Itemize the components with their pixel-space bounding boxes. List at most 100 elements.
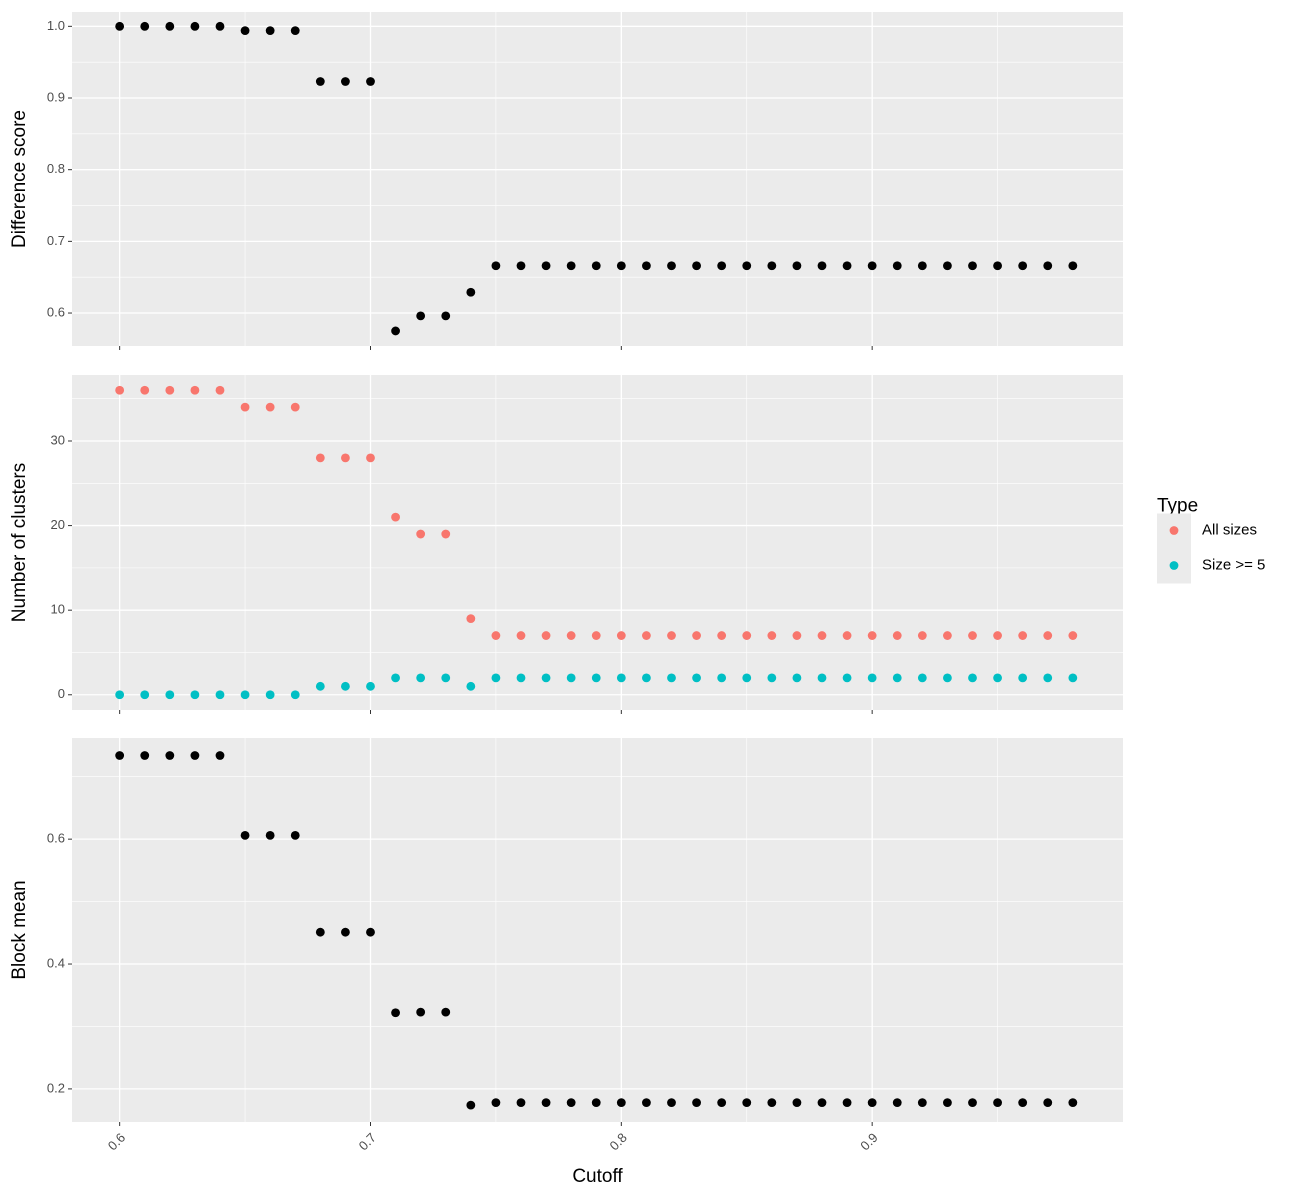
point [115, 751, 125, 760]
y-tick-label: 10 [51, 602, 65, 617]
point [265, 690, 275, 700]
point [290, 402, 300, 412]
point [566, 673, 576, 683]
point [742, 261, 752, 271]
y-tick-label: 0.9 [47, 89, 65, 104]
point [466, 1100, 476, 1110]
y-tick-label: 0.4 [47, 955, 65, 970]
point [140, 751, 150, 760]
point [792, 1098, 802, 1108]
point [315, 453, 325, 463]
point [215, 751, 225, 760]
point [516, 631, 526, 640]
point [441, 311, 451, 321]
point [541, 631, 551, 640]
point [140, 21, 150, 31]
point [692, 261, 701, 271]
point [892, 631, 902, 640]
point [190, 21, 200, 31]
point [491, 673, 501, 683]
point [692, 673, 701, 683]
x-axis-title: Cutoff [572, 1166, 623, 1187]
point [290, 26, 300, 36]
legend-key [1169, 526, 1179, 535]
point [466, 287, 476, 297]
point [416, 311, 426, 321]
legend-key [1169, 561, 1179, 570]
point [165, 385, 175, 395]
point [566, 631, 576, 640]
point [667, 631, 676, 640]
y-tick-label: 0.6 [47, 304, 65, 319]
point [591, 673, 601, 683]
point [591, 1098, 601, 1108]
point [616, 1098, 626, 1108]
point [441, 529, 451, 539]
panel-background [72, 375, 1123, 710]
point [591, 631, 601, 640]
x-tick-label: 0.8 [606, 1130, 629, 1153]
point [215, 690, 225, 700]
legend-title: Type [1157, 496, 1198, 517]
point [516, 673, 526, 683]
point [667, 673, 676, 683]
point [717, 673, 727, 683]
point [1068, 631, 1078, 640]
point [265, 26, 275, 36]
x-tick-label: 0.9 [857, 1130, 880, 1153]
point [391, 1008, 400, 1018]
point [1068, 261, 1078, 271]
point [943, 1098, 952, 1108]
point [742, 1098, 752, 1108]
point [642, 631, 651, 640]
point [416, 1007, 426, 1017]
point [165, 751, 175, 760]
point [867, 673, 877, 683]
point [842, 673, 852, 683]
point [240, 831, 250, 840]
x-tick-label: 0.6 [105, 1130, 128, 1153]
point [215, 21, 225, 31]
point [616, 631, 626, 640]
point [366, 927, 375, 937]
point [767, 261, 777, 271]
point [591, 261, 601, 271]
point [140, 690, 150, 700]
point [993, 261, 1002, 271]
point [1018, 1098, 1028, 1108]
point [892, 1098, 902, 1108]
point [566, 261, 576, 271]
point [742, 673, 752, 683]
y-tick-label: 20 [51, 517, 65, 532]
point [240, 26, 250, 36]
point [1018, 631, 1028, 640]
point [692, 1098, 701, 1108]
point [341, 681, 350, 691]
point [943, 261, 952, 271]
point [1018, 261, 1028, 271]
point [817, 631, 827, 640]
point [792, 631, 802, 640]
point [968, 673, 977, 683]
point [1043, 1098, 1053, 1108]
point [867, 631, 877, 640]
panel-background [72, 12, 1123, 346]
point [667, 1098, 676, 1108]
point [265, 402, 275, 412]
point [1043, 673, 1053, 683]
point [115, 690, 125, 700]
point [817, 1098, 827, 1108]
point [792, 673, 802, 683]
point [892, 261, 902, 271]
point [541, 261, 551, 271]
panel-background [72, 738, 1123, 1122]
point [642, 673, 651, 683]
point [892, 673, 902, 683]
point [190, 751, 200, 760]
point [792, 261, 802, 271]
point [391, 326, 400, 336]
point [616, 673, 626, 683]
y-tick-label: 0.8 [47, 161, 65, 176]
point [968, 631, 977, 640]
point [215, 385, 225, 395]
